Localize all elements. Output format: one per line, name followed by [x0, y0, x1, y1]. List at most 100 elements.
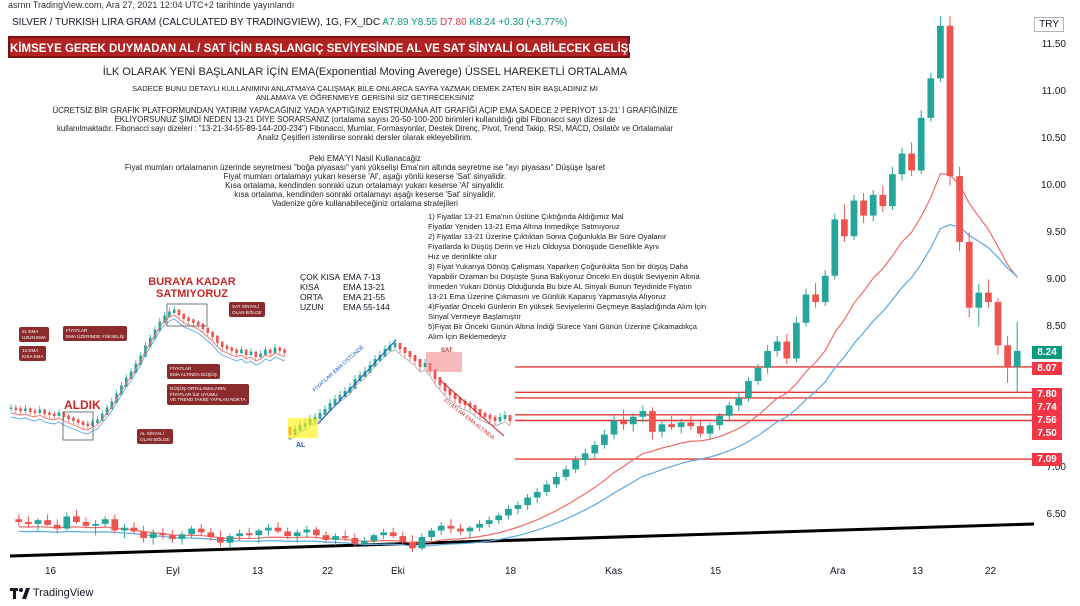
inset-candle-body	[254, 351, 258, 357]
inset-candle-body	[105, 407, 109, 415]
candle-body	[697, 426, 704, 434]
candle-body	[457, 528, 464, 532]
inset-candle-body	[264, 349, 267, 355]
mini-candle-body	[473, 405, 477, 411]
candle-body	[754, 367, 762, 382]
candle-body	[485, 520, 493, 524]
mini-candle-body	[383, 349, 387, 357]
inset-candle-body	[273, 347, 277, 353]
candle-body	[956, 176, 963, 242]
candle-body	[418, 537, 426, 549]
candle-body	[351, 538, 359, 544]
candle-body	[322, 535, 330, 540]
price-tick: 11.50	[1041, 39, 1066, 50]
candle-body	[111, 519, 119, 531]
mini-candle-body	[323, 409, 327, 415]
date-tick: Ara	[830, 566, 846, 577]
rule-2: Fiyat mumları ortalamayı yukarı keserse …	[223, 172, 507, 181]
price-tag: 7.74	[1032, 401, 1062, 414]
candle-body	[178, 534, 186, 539]
mini-candle-body	[413, 355, 417, 361]
mini-candle-body	[438, 377, 442, 385]
mini-candle-body	[508, 415, 512, 421]
price-tick: 10.50	[1040, 133, 1066, 144]
candle-body	[572, 459, 579, 470]
mini-sell-zone	[426, 352, 462, 372]
candle-body	[985, 292, 992, 303]
candle-body	[82, 522, 90, 526]
candle-body	[783, 341, 791, 359]
candle-body	[965, 241, 973, 308]
rule-3: Kısa ortalama, kendinden sonraki uzun or…	[225, 181, 505, 190]
candle-body	[687, 422, 695, 427]
price-tag-last: 8.24	[1032, 346, 1062, 359]
date-tick: 18	[505, 566, 517, 577]
inset-candle-body	[182, 313, 186, 319]
headline-banner: KİMSEYE GEREK DUYMADAN AL / SAT İÇİN BAŞ…	[8, 36, 669, 58]
inset-candle-body	[24, 408, 27, 411]
mini-candle-body	[343, 391, 347, 397]
candle-body	[889, 174, 896, 207]
callout-short-ema: 13 EMA KISA EMA	[19, 346, 47, 361]
mini-candle-body	[468, 403, 472, 407]
candle-body	[581, 453, 589, 460]
inset-ema-short	[10, 314, 285, 431]
candle-body	[533, 491, 541, 498]
how-title: Peki EMA'YI Nasil Kullanacağiz	[309, 154, 421, 163]
change-value: +0.30 (+3.77%)	[498, 17, 568, 28]
candle-body	[1013, 350, 1021, 367]
inset-candle-body	[220, 341, 224, 347]
candle-body	[73, 516, 80, 523]
close-value: K8.24	[469, 17, 496, 28]
mini-sat-label: SAT	[441, 348, 453, 354]
candle-body	[265, 527, 272, 531]
candle-body	[226, 536, 234, 543]
candle-body	[639, 411, 647, 417]
mini-candle-body	[378, 355, 382, 361]
intro-line-6: Analiz Çeşitleri istenilirse sonraki der…	[257, 133, 473, 142]
date-tick: Eyl	[166, 566, 180, 577]
candle-body	[946, 25, 954, 177]
open-value: A7.89	[382, 17, 409, 28]
candle-body	[850, 200, 858, 237]
inset-candle-body	[278, 347, 282, 351]
candle-body	[649, 411, 656, 432]
mini-candle-body	[403, 347, 407, 353]
date-tick: 16	[45, 566, 57, 577]
strategy-notes: 1) Fiyatlar 13-21 Ema'nın Üstüne Çıktığı…	[428, 212, 707, 341]
candle-body	[217, 537, 224, 543]
inset-candle-body	[177, 309, 181, 315]
inset-candle-body	[268, 349, 272, 353]
candle-body	[149, 533, 157, 538]
inset-candle-body	[163, 315, 166, 323]
candle-body	[745, 381, 752, 398]
inset-candle-body	[43, 409, 46, 414]
mini-candle-body	[408, 351, 412, 357]
candle-body	[101, 519, 109, 524]
inset-candle-body	[124, 377, 128, 387]
date-tick: 13	[252, 566, 264, 577]
candle-body	[197, 528, 205, 533]
candle-body	[802, 294, 810, 323]
inset-chart	[9, 303, 286, 441]
candle-body	[313, 529, 320, 536]
inset-candle-body	[168, 311, 171, 317]
inset-candle-body	[230, 347, 234, 351]
candle-body	[601, 434, 608, 445]
candle-body	[341, 536, 349, 538]
candle-body	[389, 532, 397, 537]
inset-candle-body	[225, 345, 229, 349]
candle-body	[553, 476, 560, 485]
inset-candle-body	[158, 321, 162, 331]
candle-body	[169, 535, 176, 539]
currency-label[interactable]: TRY	[1034, 17, 1064, 32]
candle-body	[409, 541, 416, 549]
callout-trend: DÜŞÜŞ ORTALAMALARIN FİYATLAR İLE UYUMU V…	[167, 384, 249, 405]
mini-buy-zone	[284, 418, 318, 438]
date-tick: 22	[985, 566, 997, 577]
intro-line-5: kullanılmaktadır. Fibonacci sayı dizeler…	[57, 124, 673, 133]
ema-row-name: KISA	[300, 282, 320, 292]
tradingview-brand[interactable]: TradingView	[10, 587, 93, 599]
candle-body	[716, 415, 723, 426]
